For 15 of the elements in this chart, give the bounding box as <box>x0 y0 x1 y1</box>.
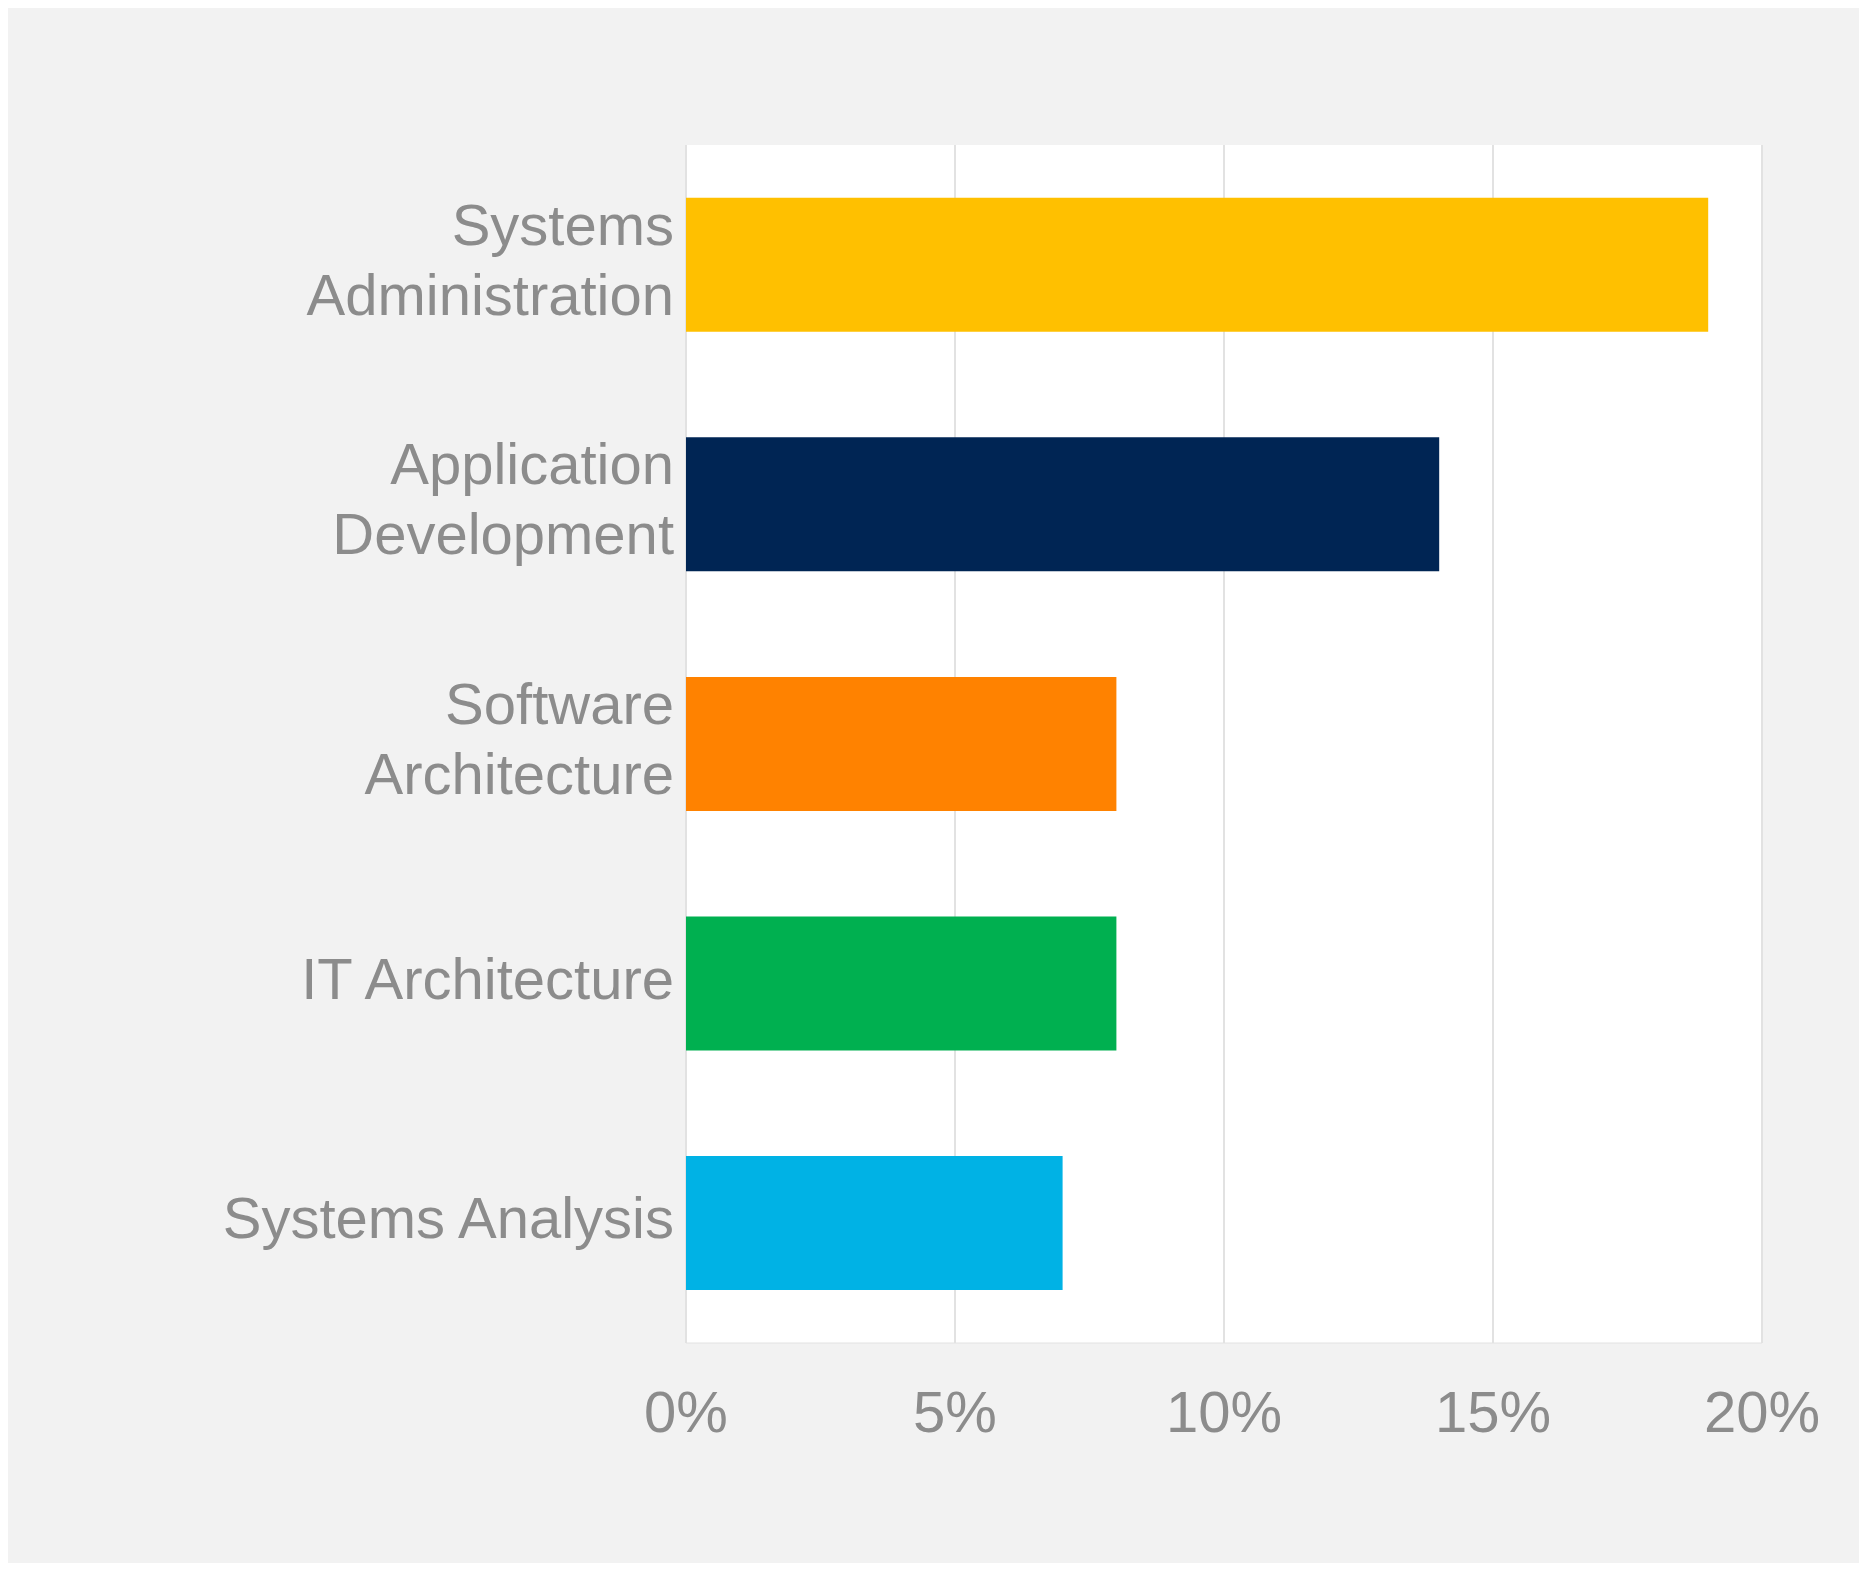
y-tick-label: Application Development <box>332 431 674 567</box>
x-tick-label: 20% <box>1703 1379 1821 1445</box>
y-tick-label: Software Architecture <box>364 671 674 807</box>
x-tick-label: 5% <box>913 1379 997 1445</box>
y-tick-label: Systems Administration <box>306 192 674 328</box>
bar <box>686 916 1117 1051</box>
bar <box>686 197 1709 332</box>
x-tick-label: 10% <box>1165 1379 1283 1445</box>
bar <box>686 1156 1063 1291</box>
x-tick-label: 15% <box>1434 1379 1552 1445</box>
bar <box>686 676 1117 811</box>
bar <box>686 437 1440 572</box>
y-tick-label: IT Architecture <box>301 945 674 1011</box>
x-tick-label: 0% <box>644 1379 728 1445</box>
y-tick-label: Systems Analysis <box>222 1185 674 1251</box>
